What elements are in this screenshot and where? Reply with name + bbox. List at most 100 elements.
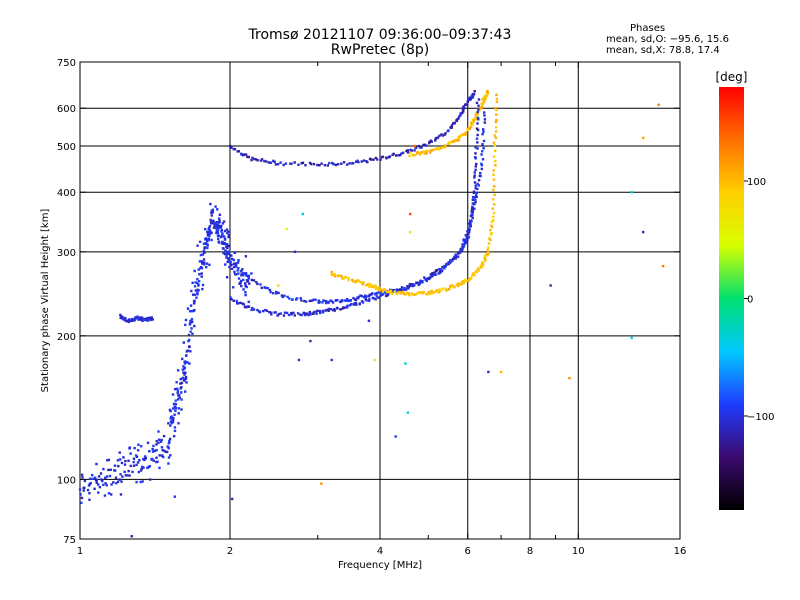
trace-point <box>190 289 193 293</box>
trace-point <box>480 163 484 167</box>
trace-point <box>171 419 174 422</box>
trace-point <box>256 308 259 312</box>
trace-point <box>135 316 139 319</box>
trace-point <box>470 209 474 213</box>
trace-point <box>431 149 434 152</box>
trace-point <box>473 196 476 199</box>
trace-point <box>471 198 475 202</box>
trace-point <box>121 475 124 478</box>
trace-point <box>198 260 202 263</box>
trace-point <box>175 381 178 384</box>
trace-point <box>176 391 179 395</box>
trace-point <box>404 293 407 296</box>
trace-point <box>203 227 207 231</box>
trace-point <box>283 294 286 297</box>
trace-point <box>131 317 134 321</box>
trace-point <box>118 451 121 454</box>
trace-point <box>169 454 172 457</box>
trace-point <box>492 169 495 172</box>
trace-point <box>241 268 244 271</box>
trace-point <box>333 309 337 312</box>
trace-point <box>141 480 144 483</box>
trace-point <box>467 236 471 239</box>
trace-point <box>250 308 253 312</box>
trace-point <box>222 251 225 255</box>
trace-point <box>415 152 419 155</box>
trace-point <box>405 291 408 294</box>
trace-point <box>388 155 392 158</box>
trace-point <box>440 269 444 272</box>
scatter-point <box>230 497 234 501</box>
trace-point <box>346 163 349 166</box>
trace-point <box>377 296 380 299</box>
trace-point <box>296 312 300 315</box>
trace-point <box>160 438 163 442</box>
trace-point <box>140 316 144 319</box>
trace-point <box>459 114 462 117</box>
trace-point <box>225 243 229 246</box>
trace-point <box>311 312 315 315</box>
trace-point <box>476 133 479 137</box>
trace-point <box>223 235 226 238</box>
trace-point <box>473 207 476 210</box>
chart-subtitle: RwPretec (8p) <box>330 42 430 58</box>
trace-point <box>492 155 496 158</box>
trace-point <box>450 124 454 127</box>
trace-point <box>374 298 377 301</box>
trace-point <box>200 275 203 278</box>
trace-point <box>132 464 136 467</box>
trace-point <box>255 281 258 284</box>
trace-point <box>236 269 239 272</box>
trace-point <box>136 461 140 464</box>
trace-point <box>312 298 315 301</box>
trace-point <box>222 220 226 223</box>
trace-point <box>237 272 240 275</box>
trace-point <box>281 295 285 299</box>
trace-point <box>457 284 460 288</box>
trace-point <box>196 244 199 247</box>
trace-point <box>481 102 484 106</box>
trace-point <box>434 273 437 276</box>
trace-point <box>461 109 465 112</box>
trace-point <box>406 285 409 288</box>
trace-point <box>118 478 121 481</box>
trace-point <box>215 231 218 235</box>
trace-point <box>325 308 329 312</box>
trace-point <box>101 479 104 483</box>
trace-point <box>127 469 130 473</box>
trace-point <box>416 291 420 295</box>
trace-point <box>224 249 227 252</box>
trace-point <box>481 104 484 107</box>
trace-point <box>405 288 408 291</box>
trace-point <box>256 282 259 286</box>
trace-point <box>193 324 196 328</box>
trace-point <box>128 474 131 477</box>
trace-point <box>116 480 120 483</box>
trace-point <box>247 277 250 280</box>
trace-point <box>355 279 358 283</box>
trace-point <box>264 308 267 312</box>
trace-point <box>274 311 277 314</box>
trace-point <box>474 165 477 168</box>
trace-point <box>474 200 477 204</box>
trace-point <box>327 309 330 313</box>
trace-point <box>88 492 91 495</box>
trace-point <box>135 480 138 484</box>
trace-point <box>176 398 180 401</box>
trace-point <box>486 92 490 95</box>
trace-point <box>398 290 401 294</box>
trace-point <box>208 225 212 228</box>
phases-heading: Phases <box>630 23 666 34</box>
trace-point <box>247 300 250 304</box>
trace-point <box>210 220 214 223</box>
trace-point <box>216 231 219 235</box>
trace-point <box>303 299 306 303</box>
trace-point <box>400 152 403 155</box>
trace-point <box>418 153 422 156</box>
trace-point <box>218 213 222 216</box>
trace-point <box>374 156 378 160</box>
trace-point <box>153 449 157 453</box>
trace-point <box>151 318 154 321</box>
trace-point <box>288 297 291 300</box>
trace-point <box>331 301 335 304</box>
